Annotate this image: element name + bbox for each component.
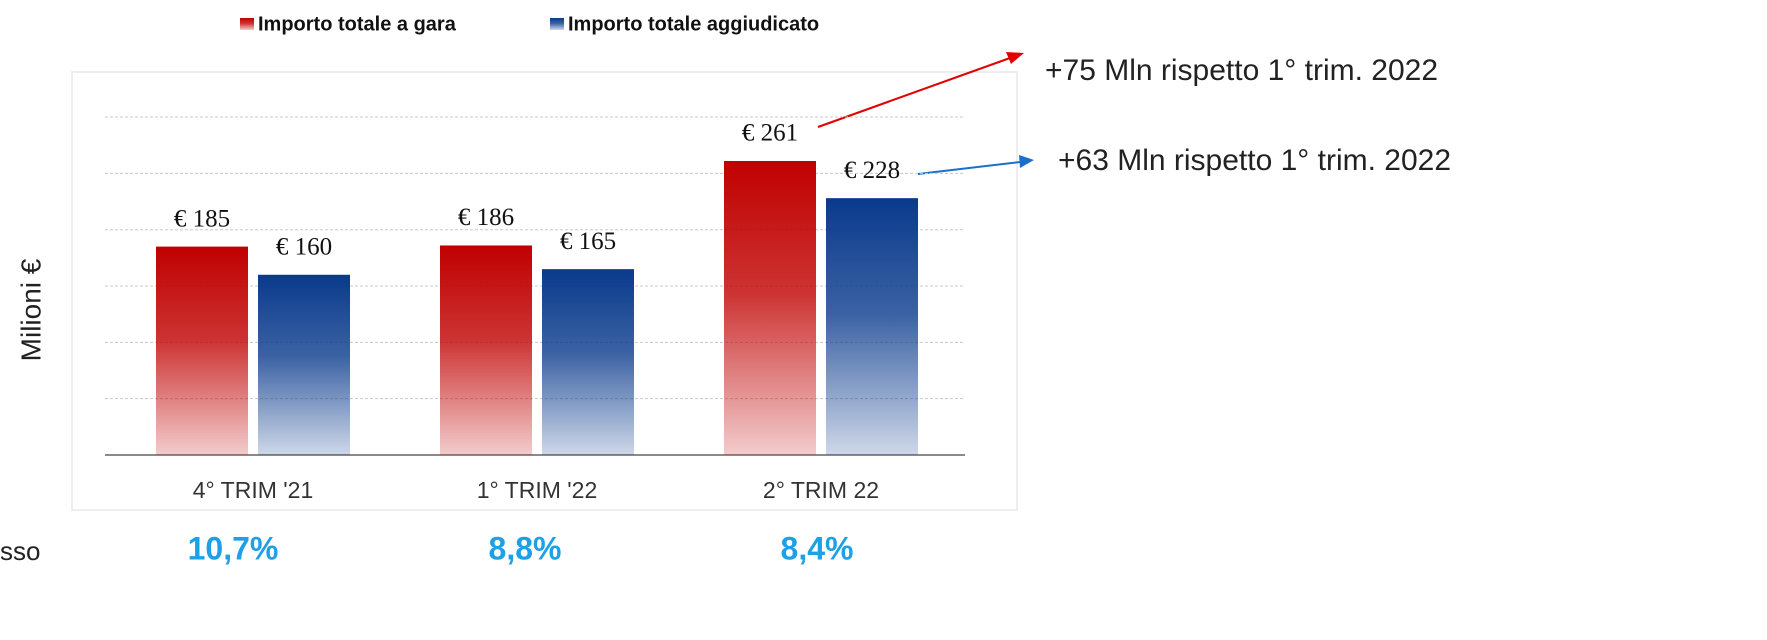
x-tick-label: 1° TRIM '22: [477, 477, 598, 503]
row-value: 10,7%: [188, 530, 279, 566]
data-label: € 160: [276, 233, 332, 260]
data-label: € 185: [174, 205, 230, 232]
x-tick-label: 2° TRIM 22: [763, 477, 879, 503]
bar: [826, 198, 918, 455]
bar: [724, 160, 816, 455]
x-tick-label: 4° TRIM '21: [193, 477, 314, 503]
legend-swatch: [550, 18, 564, 30]
bar: [440, 245, 532, 455]
annotation: +75 Mln rispetto 1° trim. 2022: [1045, 54, 1438, 87]
annotation: +63 Mln rispetto 1° trim. 2022: [1058, 144, 1451, 177]
legend-swatch: [240, 18, 254, 30]
plot-frame: [71, 71, 1018, 511]
annotation-arrow: [817, 57, 1011, 128]
bar: [542, 269, 634, 455]
axis-label: Milioni €: [15, 258, 46, 361]
bar: [258, 274, 350, 455]
data-label: € 228: [844, 157, 900, 184]
data-label: € 186: [458, 204, 514, 231]
data-label: € 261: [742, 120, 798, 147]
legend-label: Importo totale aggiudicato: [568, 13, 819, 35]
annotation-arrow: [917, 161, 1021, 175]
row-value: 8,4%: [781, 530, 854, 566]
bar: [156, 246, 248, 455]
arrow-head: [1019, 155, 1034, 168]
legend-label: Importo totale a gara: [258, 13, 457, 35]
row-value: 8,8%: [489, 530, 562, 566]
row-label: sso: [0, 536, 40, 566]
data-label: € 165: [560, 228, 616, 255]
arrow-head: [1006, 52, 1024, 64]
